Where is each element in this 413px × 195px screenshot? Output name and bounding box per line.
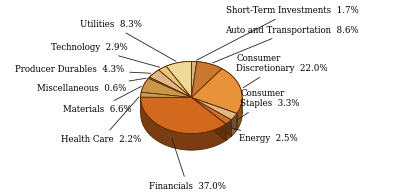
Polygon shape — [166, 61, 191, 98]
Polygon shape — [140, 98, 225, 150]
Polygon shape — [191, 61, 196, 98]
Text: Health Care  2.2%: Health Care 2.2% — [61, 97, 141, 144]
Text: Producer Durables  4.3%: Producer Durables 4.3% — [15, 65, 151, 74]
Polygon shape — [148, 77, 191, 98]
Polygon shape — [225, 120, 231, 141]
Text: Consumer
Discretionary  22.0%: Consumer Discretionary 22.0% — [236, 54, 327, 88]
Polygon shape — [149, 70, 191, 98]
Polygon shape — [191, 98, 231, 136]
Polygon shape — [191, 98, 225, 141]
Polygon shape — [191, 98, 231, 136]
Text: Auto and Transportation  8.6%: Auto and Transportation 8.6% — [212, 26, 358, 63]
Polygon shape — [236, 98, 242, 130]
Polygon shape — [191, 98, 231, 124]
Polygon shape — [140, 97, 225, 134]
Polygon shape — [158, 66, 191, 98]
Text: Materials  6.6%: Materials 6.6% — [63, 86, 141, 114]
Text: Short-Term Investments  1.7%: Short-Term Investments 1.7% — [196, 6, 357, 60]
Polygon shape — [140, 61, 242, 114]
Polygon shape — [231, 113, 236, 136]
Text: Financials  37.0%: Financials 37.0% — [149, 138, 225, 191]
Polygon shape — [191, 98, 236, 130]
Polygon shape — [140, 92, 191, 98]
Text: Consumer
Staples  3.3%: Consumer Staples 3.3% — [236, 89, 299, 120]
Text: Energy  2.5%: Energy 2.5% — [231, 128, 297, 143]
Polygon shape — [141, 78, 191, 98]
Text: Miscellaneous  0.6%: Miscellaneous 0.6% — [37, 78, 146, 93]
Polygon shape — [191, 98, 225, 141]
Polygon shape — [191, 98, 236, 130]
Polygon shape — [191, 98, 236, 120]
Text: Utilities  8.3%: Utilities 8.3% — [80, 20, 176, 61]
Text: Technology  2.9%: Technology 2.9% — [51, 43, 159, 67]
Polygon shape — [191, 69, 242, 113]
Polygon shape — [191, 62, 221, 98]
